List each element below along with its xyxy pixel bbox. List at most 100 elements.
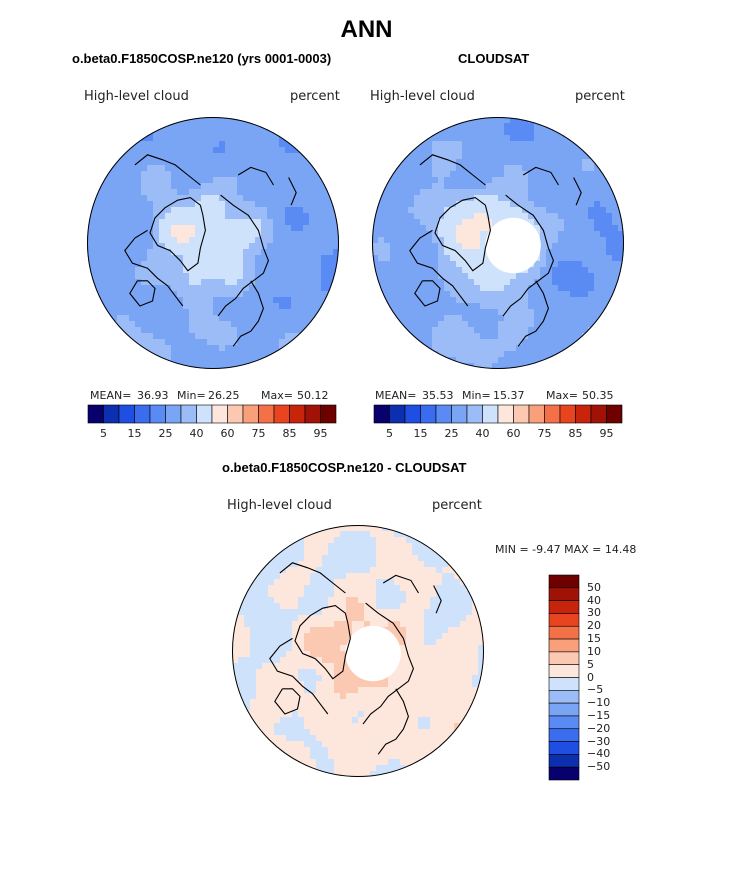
coastline-4 [134, 154, 201, 186]
panel2-mean-value: 35.53 [422, 389, 454, 402]
coastline-7 [288, 177, 297, 206]
panel1-max-label: Max= [261, 389, 293, 402]
colorbar-box-14 [304, 404, 321, 424]
colorbar-tick-label: 15 [413, 427, 428, 440]
panel2-min-value: 15.37 [493, 389, 525, 402]
panel2-polar-map [372, 117, 624, 369]
coastline-3 [517, 280, 549, 347]
panel1-polar-map [87, 117, 339, 369]
coastline-0 [149, 197, 206, 272]
colorbar-box-8 [497, 404, 514, 424]
panel1-mean-label: MEAN= [90, 389, 132, 402]
colorbar-box-2 [548, 600, 580, 614]
colorbar-tick-label: 5 [587, 657, 594, 671]
colorbar-box-9 [548, 690, 580, 704]
colorbar-tick-label: −10 [587, 696, 611, 710]
colorbar-tick-label: 60 [220, 427, 235, 440]
page-title: ANN [340, 16, 393, 43]
colorbar-tick-label: −5 [587, 683, 604, 697]
colorbar-box-14 [548, 754, 580, 768]
coastline-7 [433, 585, 442, 614]
panel3-variable-label: High-level cloud [227, 498, 332, 513]
colorbar-tick-label: 5 [386, 427, 393, 440]
coastline-2 [502, 194, 554, 317]
coastline-4 [419, 154, 486, 186]
colorbar-tick-label: −40 [587, 747, 611, 761]
colorbar-box-5 [548, 638, 580, 653]
colorbar-box-11 [258, 404, 275, 424]
panel1-min-value: 26.25 [208, 389, 240, 402]
colorbar-tick-label: 15 [587, 632, 601, 646]
coastline-3 [377, 688, 409, 755]
colorbar-box-6 [466, 404, 483, 424]
colorbar-box-5 [165, 404, 182, 424]
colorbar-box-15 [320, 404, 337, 424]
panel1-colorbar [87, 404, 337, 424]
colorbar-tick-label: 75 [251, 427, 266, 440]
coastline-3 [232, 280, 264, 347]
colorbar-box-10 [242, 404, 259, 424]
colorbar-tick-label: 40 [475, 427, 490, 440]
colorbar-box-15 [548, 766, 580, 781]
colorbar-tick-label: −20 [587, 721, 611, 735]
panel1-title: o.beta0.F1850COSP.ne120 (yrs 0001-0003) [72, 51, 332, 66]
panel1-max-value: 50.12 [297, 389, 329, 402]
coastlines [409, 154, 582, 347]
colorbar-tick-label: 95 [599, 427, 614, 440]
coastline-6 [237, 166, 274, 186]
colorbar-tick-label: 85 [282, 427, 297, 440]
colorbar-box-7 [548, 664, 580, 678]
map-border [87, 117, 339, 369]
colorbar-box-2 [118, 404, 135, 424]
colorbar-box-15 [606, 404, 623, 424]
colorbar-box-12 [548, 728, 580, 742]
panel3-units-label: percent [432, 498, 482, 513]
colorbar-tick-label: −30 [587, 734, 611, 748]
colorbar-tick-label: 85 [568, 427, 583, 440]
colorbar-tick-label: 15 [127, 427, 142, 440]
colorbar-box-2 [404, 404, 421, 424]
colorbar-box-3 [548, 613, 580, 627]
panel1-min-label: Min= [177, 389, 206, 402]
coastline-2 [362, 602, 414, 725]
colorbar-box-3 [420, 404, 437, 424]
colorbar-box-12 [559, 404, 576, 424]
colorbar-box-9 [227, 404, 244, 424]
panel2-mean-label: MEAN= [375, 389, 417, 402]
panel1-units-label: percent [290, 89, 340, 104]
coastline-5 [274, 688, 301, 715]
panel2-title: CLOUDSAT [458, 51, 530, 66]
colorbar-box-6 [180, 404, 197, 424]
colorbar-box-1 [548, 587, 580, 601]
coastline-2 [217, 194, 269, 317]
coastline-6 [522, 166, 559, 186]
colorbar-box-1 [103, 404, 120, 424]
coastline-1 [124, 229, 184, 307]
coastline-1 [409, 229, 469, 307]
coastline-7 [573, 177, 582, 206]
colorbar-tick-label: 40 [587, 593, 601, 607]
colorbar-box-11 [544, 404, 561, 424]
coastline-0 [434, 197, 491, 272]
panel3-minmax-label: MIN = -9.47 MAX = 14.48 [495, 543, 637, 556]
colorbar-tick-label: 30 [587, 606, 601, 620]
colorbar-box-11 [548, 715, 580, 730]
coastline-4 [279, 562, 346, 594]
panel2-colorbar [373, 404, 623, 424]
colorbar-box-7 [482, 404, 499, 424]
map-field [232, 525, 484, 777]
colorbar-tick-label: 25 [444, 427, 459, 440]
colorbar-tick-label: 25 [158, 427, 173, 440]
panel3-title: o.beta0.F1850COSP.ne120 - CLOUDSAT [222, 460, 467, 475]
colorbar-box-12 [273, 404, 290, 424]
colorbar-box-7 [196, 404, 213, 424]
colorbar-box-0 [373, 404, 390, 424]
colorbar-box-13 [289, 404, 306, 424]
map-border [372, 117, 624, 369]
panel1-mean-value: 36.93 [137, 389, 169, 402]
colorbar-tick-label: 40 [189, 427, 204, 440]
coastline-5 [414, 280, 441, 307]
colorbar-box-3 [134, 404, 151, 424]
colorbar-tick-label: 10 [587, 644, 601, 658]
colorbar-box-5 [451, 404, 468, 424]
